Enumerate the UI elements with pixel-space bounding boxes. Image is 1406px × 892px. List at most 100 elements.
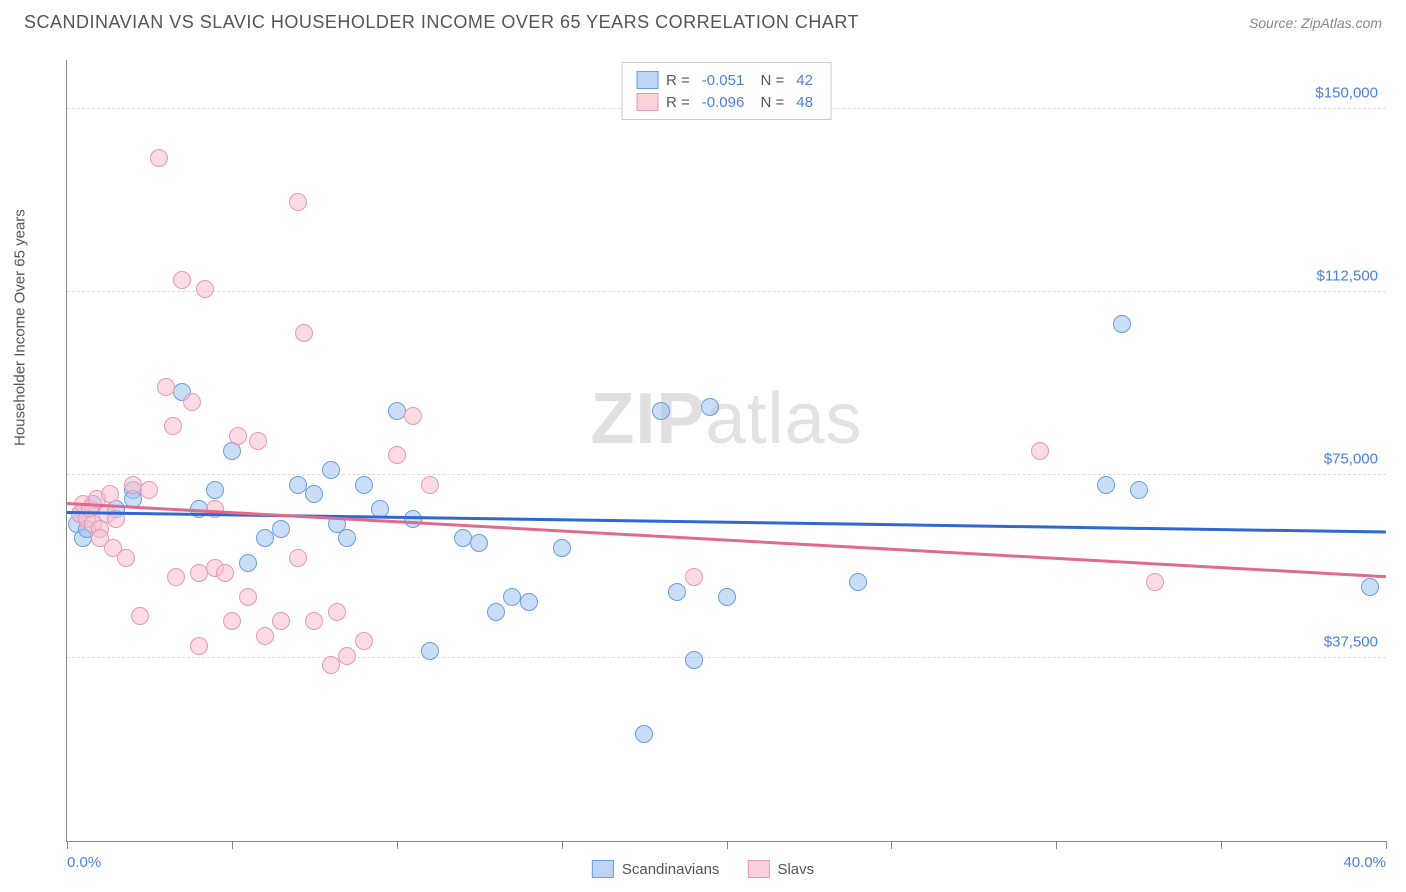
data-point-scandinavians: [272, 520, 290, 538]
data-point-scandinavians: [454, 529, 472, 547]
data-point-scandinavians: [652, 402, 670, 420]
data-point-slavs: [157, 378, 175, 396]
data-point-slavs: [404, 407, 422, 425]
y-tick-label: $150,000: [1315, 84, 1378, 101]
data-point-slavs: [289, 549, 307, 567]
data-point-slavs: [295, 324, 313, 342]
data-point-scandinavians: [421, 642, 439, 660]
legend-row-1: R = -0.051 N = 42: [636, 69, 817, 91]
swatch-scandinavians: [636, 71, 658, 89]
data-point-scandinavians: [256, 529, 274, 547]
data-point-slavs: [190, 637, 208, 655]
data-point-scandinavians: [338, 529, 356, 547]
n-label: N =: [756, 72, 784, 89]
data-point-scandinavians: [685, 651, 703, 669]
plot-region: ZIPatlas R = -0.051 N = 42 R = -0.096 N …: [66, 60, 1386, 842]
data-point-slavs: [338, 647, 356, 665]
data-point-slavs: [223, 612, 241, 630]
data-point-scandinavians: [487, 603, 505, 621]
gridline: [67, 657, 1386, 658]
data-point-scandinavians: [1113, 315, 1131, 333]
data-point-slavs: [256, 627, 274, 645]
data-point-slavs: [150, 149, 168, 167]
data-point-slavs: [196, 280, 214, 298]
data-point-scandinavians: [206, 481, 224, 499]
data-point-slavs: [239, 588, 257, 606]
chart-title: SCANDINAVIAN VS SLAVIC HOUSEHOLDER INCOM…: [24, 12, 859, 33]
x-tick: [67, 841, 68, 849]
data-point-slavs: [388, 446, 406, 464]
x-tick: [727, 841, 728, 849]
data-point-scandinavians: [404, 510, 422, 528]
legend-item-scandinavians: Scandinavians: [592, 860, 720, 878]
data-point-slavs: [328, 603, 346, 621]
data-point-slavs: [124, 476, 142, 494]
data-point-slavs: [216, 564, 234, 582]
y-tick-label: $112,500: [1317, 267, 1378, 284]
data-point-slavs: [355, 632, 373, 650]
data-point-scandinavians: [322, 461, 340, 479]
series-legend: Scandinavians Slavs: [592, 860, 814, 878]
x-tick: [397, 841, 398, 849]
x-tick: [1056, 841, 1057, 849]
data-point-scandinavians: [1097, 476, 1115, 494]
data-point-scandinavians: [849, 573, 867, 591]
data-point-slavs: [167, 568, 185, 586]
data-point-slavs: [101, 485, 119, 503]
data-point-slavs: [305, 612, 323, 630]
data-point-scandinavians: [1130, 481, 1148, 499]
data-point-slavs: [229, 427, 247, 445]
data-point-scandinavians: [553, 539, 571, 557]
data-point-scandinavians: [718, 588, 736, 606]
n-label: N =: [756, 94, 784, 111]
data-point-slavs: [183, 393, 201, 411]
data-point-slavs: [140, 481, 158, 499]
data-point-scandinavians: [1361, 578, 1379, 596]
header: SCANDINAVIAN VS SLAVIC HOUSEHOLDER INCOM…: [0, 0, 1406, 41]
correlation-legend: R = -0.051 N = 42 R = -0.096 N = 48: [621, 62, 832, 120]
gridline: [67, 291, 1386, 292]
watermark-prefix: ZIP: [590, 379, 705, 459]
data-point-scandinavians: [470, 534, 488, 552]
gridline: [67, 474, 1386, 475]
watermark-suffix: atlas: [705, 379, 862, 459]
x-tick: [562, 841, 563, 849]
x-tick: [1221, 841, 1222, 849]
data-point-slavs: [289, 193, 307, 211]
data-point-scandinavians: [701, 398, 719, 416]
data-point-slavs: [131, 607, 149, 625]
data-point-slavs: [1146, 573, 1164, 591]
data-point-slavs: [249, 432, 267, 450]
y-tick-label: $75,000: [1324, 450, 1378, 467]
x-tick: [232, 841, 233, 849]
data-point-scandinavians: [635, 725, 653, 743]
data-point-slavs: [322, 656, 340, 674]
data-point-scandinavians: [503, 588, 521, 606]
source-label: Source: ZipAtlas.com: [1249, 15, 1382, 31]
data-point-slavs: [421, 476, 439, 494]
legend-label: Slavs: [777, 861, 814, 878]
swatch-icon: [747, 860, 769, 878]
r-value-2: -0.096: [702, 94, 745, 111]
x-axis-max-label: 40.0%: [1343, 854, 1386, 871]
legend-item-slavs: Slavs: [747, 860, 814, 878]
y-axis-label: Householder Income Over 65 years: [12, 209, 29, 446]
n-value-2: 48: [796, 94, 813, 111]
data-point-slavs: [685, 568, 703, 586]
data-point-scandinavians: [305, 485, 323, 503]
data-point-scandinavians: [239, 554, 257, 572]
data-point-slavs: [190, 564, 208, 582]
data-point-scandinavians: [355, 476, 373, 494]
r-label: R =: [666, 72, 690, 89]
watermark: ZIPatlas: [590, 378, 862, 460]
r-label: R =: [666, 94, 690, 111]
chart-area: ZIPatlas R = -0.051 N = 42 R = -0.096 N …: [50, 60, 1386, 842]
data-point-scandinavians: [289, 476, 307, 494]
data-point-slavs: [1031, 442, 1049, 460]
legend-label: Scandinavians: [622, 861, 720, 878]
legend-row-2: R = -0.096 N = 48: [636, 91, 817, 113]
data-point-scandinavians: [668, 583, 686, 601]
data-point-slavs: [173, 271, 191, 289]
x-axis-min-label: 0.0%: [67, 854, 101, 871]
swatch-slavs: [636, 93, 658, 111]
